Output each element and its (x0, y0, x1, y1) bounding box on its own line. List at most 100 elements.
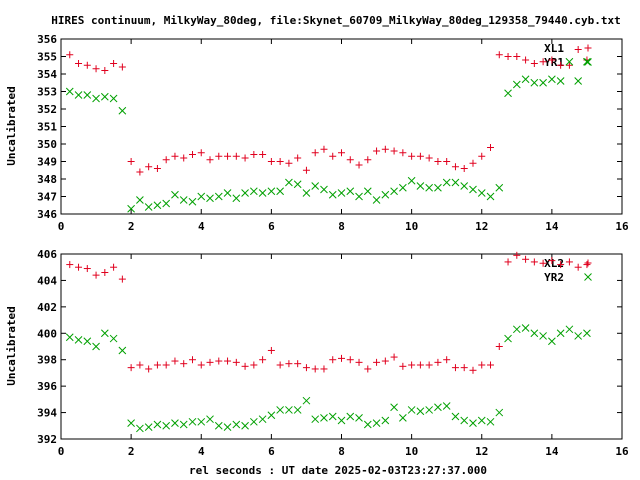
lower-point-yr2 (188, 417, 197, 426)
lower-plot-panel: Uncalibrated XL2 YR2 0 2 4 6 8 10 12 14 16392394… (5, 248, 629, 458)
upper-point-yr1 (320, 185, 328, 194)
upper-point-yr1 (197, 192, 206, 201)
upper-point-yr1 (206, 194, 214, 203)
upper-point-yr1 (249, 187, 258, 196)
upper-point-xl1 (127, 158, 135, 165)
lower-point-yr2 (144, 423, 153, 431)
lower-point-yr2 (469, 419, 477, 427)
lower-point-yr2 (127, 419, 135, 427)
lower-plot-frame (60, 253, 623, 440)
upper-point-xl1 (346, 156, 354, 164)
lower-point-yr2 (337, 416, 346, 425)
upper-point-yr1 (363, 187, 372, 196)
upper-point-yr1 (83, 91, 92, 99)
upper-point-yr1 (399, 183, 407, 192)
lower-point-xl2 (127, 364, 135, 372)
lower-point-xl2 (487, 361, 495, 369)
upper-point-xl1 (530, 60, 538, 67)
upper-point-yr1 (328, 190, 337, 199)
upper-point-xl1 (408, 152, 416, 160)
upper-point-yr1 (416, 182, 425, 190)
lower-point-yr2 (302, 396, 311, 405)
lower-point-yr2 (241, 421, 249, 430)
lower-point-xl2 (390, 353, 398, 361)
lower-point-xl2 (451, 364, 459, 372)
upper-point-yr1 (337, 189, 346, 197)
upper-point-xl1 (153, 165, 161, 172)
lower-point-xl2 (574, 263, 582, 271)
lower-point-yr2 (100, 329, 109, 338)
lower-point-xl2 (355, 358, 363, 366)
upper-point-xl1 (574, 46, 582, 53)
upper-point-yr1 (118, 106, 127, 115)
upper-point-yr1 (486, 192, 495, 201)
upper-point-yr1 (434, 183, 442, 192)
lower-point-yr2 (530, 329, 539, 338)
lower-x-tick-label: 14 (545, 445, 559, 458)
upper-point-xl1 (75, 60, 83, 67)
upper-point-xl1 (259, 151, 267, 158)
lower-point-xl2 (66, 261, 74, 269)
upper-point-xl1 (285, 159, 293, 167)
upper-x-tick-label: 0 (58, 220, 65, 233)
upper-y-axis-label: Uncalibrated (5, 86, 18, 165)
lower-point-xl2 (338, 354, 345, 362)
lower-point-xl2 (206, 358, 214, 366)
upper-point-yr1 (100, 92, 109, 101)
lower-point-xl2 (259, 356, 267, 364)
lower-point-yr2 (328, 412, 337, 421)
lower-point-xl2 (346, 356, 354, 364)
lower-y-tick-label: 398 (37, 354, 57, 367)
lower-point-xl2 (504, 258, 512, 266)
upper-point-yr1 (65, 87, 74, 96)
upper-point-yr1 (92, 94, 100, 103)
lower-point-yr2 (320, 414, 328, 422)
lower-point-xl2 (83, 265, 91, 273)
upper-point-yr1 (276, 187, 284, 196)
upper-point-yr1 (223, 189, 232, 197)
lower-point-xl2 (101, 269, 109, 276)
upper-x-tick-label: 12 (475, 220, 488, 233)
lower-point-xl2 (224, 357, 232, 365)
lower-point-xl2 (276, 361, 284, 369)
lower-point-yr2 (442, 402, 451, 410)
upper-point-yr1 (241, 189, 249, 197)
upper-point-xl1 (294, 154, 302, 162)
upper-point-yr1 (171, 190, 179, 199)
lower-legend-label-yr2: YR2 (544, 271, 564, 284)
lower-point-xl2 (136, 361, 144, 369)
lower-point-yr2 (556, 329, 565, 338)
upper-point-yr1 (302, 189, 311, 197)
lower-point-xl2 (530, 258, 538, 266)
lower-point-yr2 (83, 337, 92, 346)
lower-point-xl2 (381, 357, 389, 365)
upper-plot-panel: Uncalibrated XL1 YR1 0 2 4 6 8 10 12 14 16 346 347… (5, 33, 629, 233)
chart-title: HIRES continuum, MilkyWay_80deg, file:Sk… (51, 14, 621, 27)
lower-point-yr2 (451, 412, 460, 421)
lower-y-tick-label: 394 (37, 407, 57, 420)
upper-plot-frame (60, 38, 623, 215)
upper-point-xl1 (425, 154, 433, 162)
lower-point-xl2 (399, 362, 407, 370)
lower-x-tick-label: 0 (58, 445, 65, 458)
upper-point-xl1 (451, 163, 459, 171)
upper-point-xl1 (276, 158, 284, 165)
lower-point-yr2 (162, 421, 171, 430)
upper-point-yr1 (127, 204, 135, 213)
lower-point-xl2 (162, 361, 170, 369)
lower-point-yr2 (171, 419, 179, 427)
upper-point-yr1 (512, 80, 521, 89)
upper-point-yr1 (583, 57, 591, 66)
lower-point-xl2 (285, 360, 293, 368)
lower-point-yr2 (565, 325, 574, 334)
lower-point-yr2 (539, 332, 547, 340)
upper-legend-label-xl1: XL1 (544, 42, 564, 55)
lower-point-yr2 (521, 324, 530, 332)
lower-point-yr2 (548, 337, 556, 346)
lower-point-yr2 (504, 334, 512, 343)
upper-point-yr1 (451, 178, 460, 187)
upper-point-xl1 (215, 152, 223, 160)
lower-point-xl2 (171, 357, 179, 365)
upper-point-yr1 (293, 180, 302, 189)
upper-point-xl1 (495, 51, 503, 59)
